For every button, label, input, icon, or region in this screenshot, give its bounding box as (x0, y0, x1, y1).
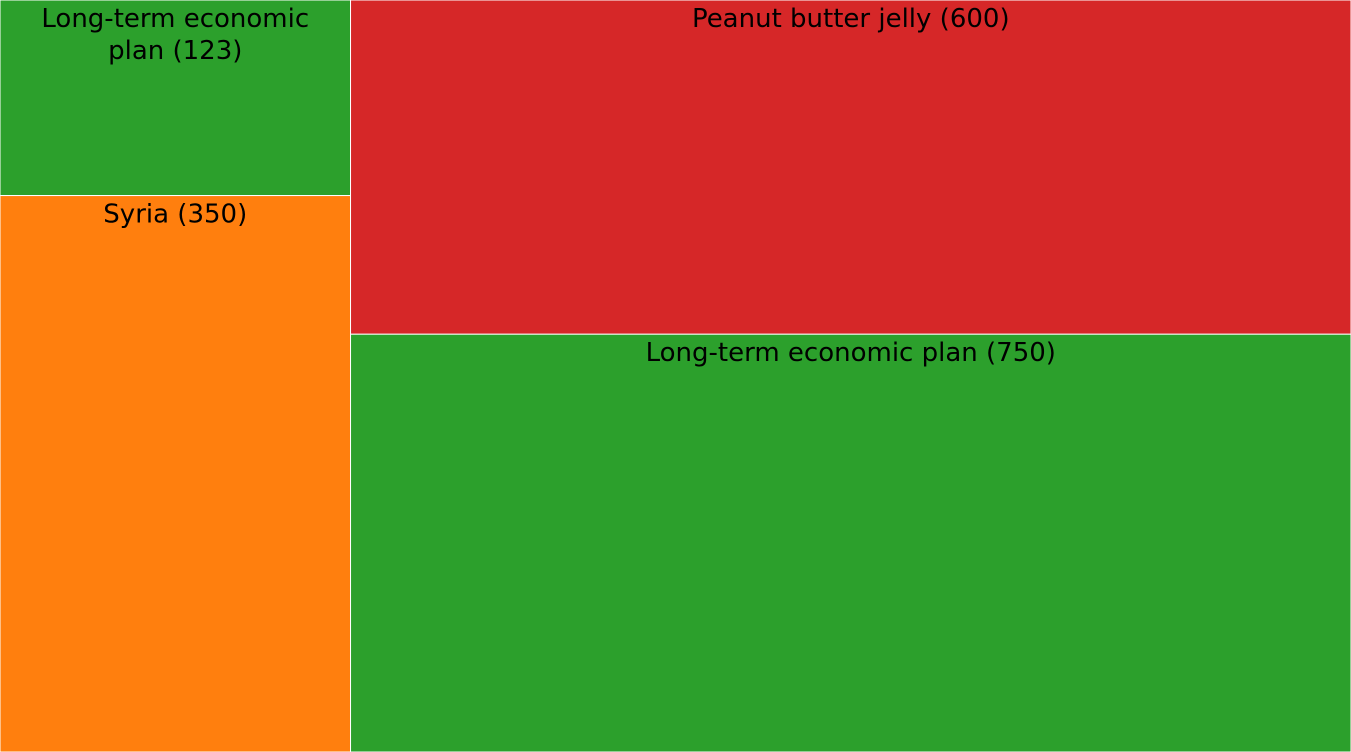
treemap-cell: Peanut butter jelly (600) (350, 0, 1351, 335)
treemap-cell: Long-term economic plan (750) (350, 333, 1351, 752)
treemap-rect (350, 333, 1351, 752)
treemap-cell: Long-term economic plan (123) (0, 0, 352, 197)
treemap-cell: Syria (350) (0, 195, 352, 752)
treemap-label-line: Peanut butter jelly (600) (692, 4, 1010, 34)
treemap-rect (350, 0, 1351, 335)
treemap-label-line: Syria (350) (103, 200, 247, 230)
treemap-rect (0, 195, 352, 752)
treemap-label: Syria (350) (103, 200, 247, 230)
treemap-label-line: Long-term economic (41, 4, 309, 34)
treemap-label: Long-term economic plan (750) (646, 338, 1056, 368)
treemap-label-line: Long-term economic plan (750) (646, 338, 1056, 368)
treemap-label: Long-term economic plan (123) (41, 4, 309, 66)
treemap-label-line: plan (123) (108, 36, 242, 66)
treemap-label: Peanut butter jelly (600) (692, 4, 1010, 34)
treemap-rect (0, 0, 352, 197)
